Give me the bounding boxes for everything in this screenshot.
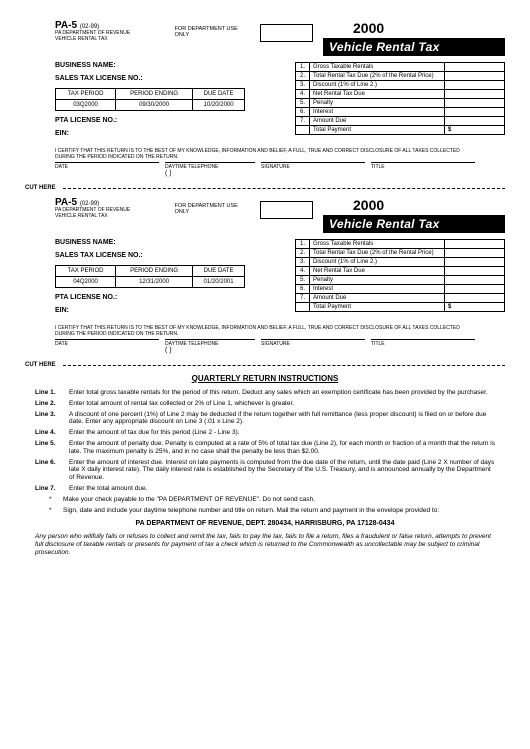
tax-period-table: TAX PERIODPERIOD ENDINGDUE DATE 03Q20000… (55, 88, 245, 111)
header-row: PA-5 (02-99) PA DEPARTMENT OF REVENUE VE… (25, 20, 505, 56)
signature-row: DATE DAYTIME TELEPHONE( ) SIGNATURE TITL… (55, 162, 475, 177)
bullet-2: *Sign, date and include your daytime tel… (49, 507, 495, 515)
bullet-1: *Make your check payable to the "PA DEPA… (49, 496, 495, 504)
business-name-label: BUSINESS NAME: (55, 62, 285, 69)
sig-signature[interactable]: SIGNATURE (261, 162, 365, 177)
year: 2000 (353, 20, 505, 36)
calc-table-2: 1.Gross Taxable Rentals 2.Total Rental T… (295, 239, 505, 312)
cut-here-2: CUT HERE (25, 362, 505, 368)
dept-use-label: FOR DEPARTMENT USE ONLY (175, 26, 252, 38)
instr-line-6: Line 6.Enter the amount of interest due.… (35, 459, 495, 482)
cut-here-1: CUT HERE (25, 185, 505, 191)
dept-line-2: VEHICLE RENTAL TAX (55, 37, 171, 43)
instr-line-3: Line 3.A discount of one percent (1%) of… (35, 411, 495, 427)
form-copy-1: PA-5 (02-99) PA DEPARTMENT OF REVENUE VE… (25, 20, 505, 177)
pta-label: PTA LICENSE NO.: (55, 117, 285, 124)
instr-line-7: Line 7.Enter the total amount due. (35, 485, 495, 493)
instr-line-1: Line 1.Enter total gross taxable rentals… (35, 389, 495, 397)
instructions-title: QUARTERLY RETURN INSTRUCTIONS (25, 374, 505, 383)
sig-title[interactable]: TITLE (371, 162, 475, 177)
footer-note: Any person who willfully fails or refuse… (35, 533, 495, 556)
sales-tax-label: SALES TAX LICENSE NO.: (55, 75, 285, 82)
instr-line-2: Line 2.Enter total amount of rental tax … (35, 400, 495, 408)
mailing-address: PA DEPARTMENT OF REVENUE, DEPT. 280434, … (25, 520, 505, 527)
title-bar: Vehicle Rental Tax (323, 38, 505, 56)
calc-table-1: 1.Gross Taxable Rentals 2.Total Rental T… (295, 62, 505, 135)
sig-phone[interactable]: DAYTIME TELEPHONE( ) (165, 162, 255, 177)
instr-line-4: Line 4.Enter the amount of tax due for t… (35, 429, 495, 437)
dept-use-box[interactable] (260, 24, 313, 42)
instr-line-5: Line 5.Enter the amount of penalty due. … (35, 440, 495, 456)
ein-label: EIN: (55, 130, 285, 137)
sig-date[interactable]: DATE (55, 162, 159, 177)
cert-text: I CERTIFY THAT THIS RETURN IS TO THE BES… (55, 149, 475, 160)
form-copy-2: PA-5 (02-99) PA DEPARTMENT OF REVENUE VE… (25, 197, 505, 354)
